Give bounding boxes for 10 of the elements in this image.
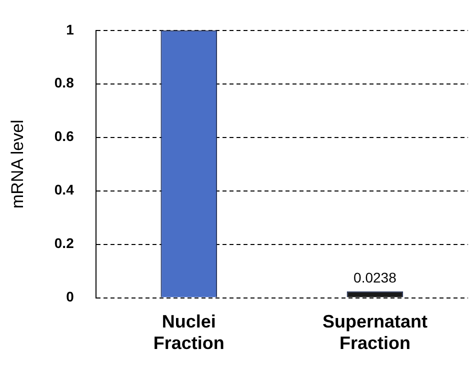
y-tick-label: 0 — [66, 288, 74, 305]
y-tick-label: 0.4 — [54, 182, 74, 198]
data-label: 0.0238 — [354, 269, 397, 286]
y-tick-label: 0.8 — [54, 74, 74, 91]
x-tick-label: Supernatant Fraction — [322, 312, 428, 354]
y-axis-title: mRNA level — [8, 120, 27, 209]
y-tick-label: 0.2 — [54, 235, 74, 252]
x-tick-label: Nuclei Fraction — [153, 312, 224, 354]
y-tick-label: 0.6 — [54, 128, 74, 144]
y-tick-label: 1 — [66, 21, 74, 38]
